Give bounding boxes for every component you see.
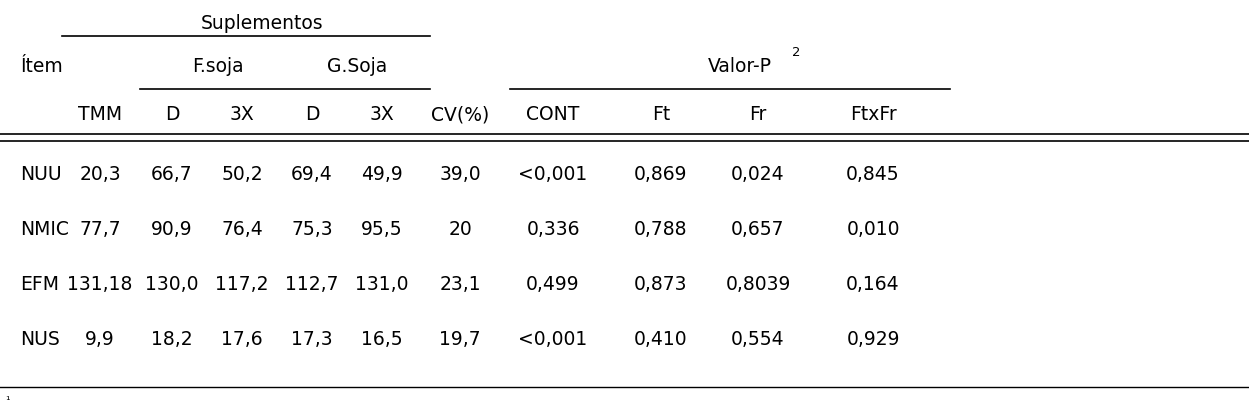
Text: ¹: ¹ — [5, 395, 10, 401]
Text: NUS: NUS — [20, 330, 60, 348]
Text: Valor-P: Valor-P — [708, 57, 772, 76]
Text: 117,2: 117,2 — [215, 275, 269, 294]
Text: 95,5: 95,5 — [361, 220, 403, 239]
Text: 66,7: 66,7 — [151, 165, 192, 184]
Text: Ft: Ft — [652, 105, 671, 124]
Text: 90,9: 90,9 — [151, 220, 192, 239]
Text: TMM: TMM — [77, 105, 122, 124]
Text: NUU: NUU — [20, 165, 61, 184]
Text: 20,3: 20,3 — [79, 165, 121, 184]
Text: Ítem: Ítem — [20, 57, 62, 76]
Text: D: D — [165, 105, 180, 124]
Text: 0,410: 0,410 — [634, 330, 688, 348]
Text: 0,499: 0,499 — [526, 275, 580, 294]
Text: 0,010: 0,010 — [847, 220, 899, 239]
Text: F.soja: F.soja — [191, 57, 244, 76]
Text: 17,6: 17,6 — [221, 330, 262, 348]
Text: 39,0: 39,0 — [440, 165, 481, 184]
Text: CV(%): CV(%) — [431, 105, 490, 124]
Text: Fr: Fr — [749, 105, 767, 124]
Text: <0,001: <0,001 — [518, 165, 587, 184]
Text: 9,9: 9,9 — [85, 330, 115, 348]
Text: 76,4: 76,4 — [221, 220, 262, 239]
Text: 0,873: 0,873 — [634, 275, 688, 294]
Text: 131,18: 131,18 — [67, 275, 132, 294]
Text: 17,3: 17,3 — [291, 330, 332, 348]
Text: 0,554: 0,554 — [731, 330, 784, 348]
Text: 112,7: 112,7 — [285, 275, 338, 294]
Text: 131,0: 131,0 — [355, 275, 408, 294]
Text: 0,929: 0,929 — [847, 330, 899, 348]
Text: 50,2: 50,2 — [221, 165, 262, 184]
Text: 18,2: 18,2 — [151, 330, 192, 348]
Text: 0,869: 0,869 — [634, 165, 688, 184]
Text: D: D — [305, 105, 320, 124]
Text: 0,657: 0,657 — [731, 220, 784, 239]
Text: EFM: EFM — [20, 275, 59, 294]
Text: CONT: CONT — [526, 105, 580, 124]
Text: 16,5: 16,5 — [361, 330, 403, 348]
Text: 0,164: 0,164 — [846, 275, 899, 294]
Text: 23,1: 23,1 — [440, 275, 481, 294]
Text: 2: 2 — [792, 46, 801, 59]
Text: FtxFr: FtxFr — [849, 105, 897, 124]
Text: 0,788: 0,788 — [634, 220, 688, 239]
Text: 0,8039: 0,8039 — [726, 275, 791, 294]
Text: 0,336: 0,336 — [526, 220, 580, 239]
Text: 3X: 3X — [370, 105, 395, 124]
Text: 75,3: 75,3 — [291, 220, 332, 239]
Text: Suplementos: Suplementos — [201, 14, 323, 33]
Text: 20: 20 — [448, 220, 472, 239]
Text: 77,7: 77,7 — [79, 220, 121, 239]
Text: 49,9: 49,9 — [361, 165, 403, 184]
Text: 130,0: 130,0 — [145, 275, 199, 294]
Text: G.Soja: G.Soja — [327, 57, 387, 76]
Text: 0,845: 0,845 — [846, 165, 899, 184]
Text: NMIC: NMIC — [20, 220, 69, 239]
Text: 19,7: 19,7 — [440, 330, 481, 348]
Text: 69,4: 69,4 — [291, 165, 333, 184]
Text: 3X: 3X — [230, 105, 255, 124]
Text: <0,001: <0,001 — [518, 330, 587, 348]
Text: 0,024: 0,024 — [731, 165, 784, 184]
